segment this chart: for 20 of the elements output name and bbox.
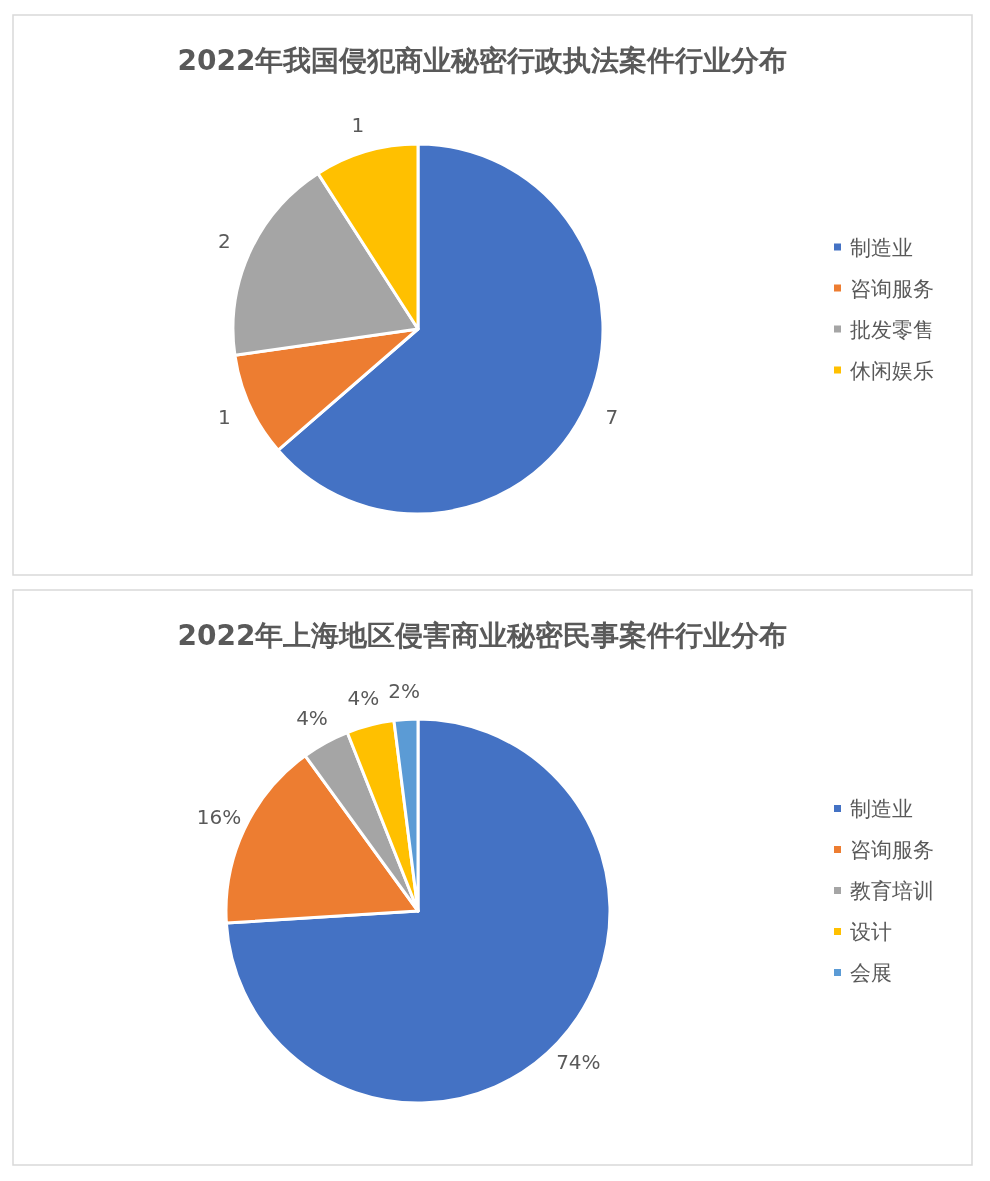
legend-label: 会展: [850, 961, 892, 985]
legend-label: 设计: [850, 920, 892, 944]
legend-label: 制造业: [850, 235, 913, 260]
legend-label: 批发零售: [850, 317, 934, 342]
data-label: 1: [217, 405, 231, 430]
legend-label: 制造业: [850, 797, 913, 821]
data-label: 4%: [296, 706, 328, 731]
data-label: 2%: [388, 679, 421, 704]
chart-title: 2022年我国侵犯商业秘密行政执法案件行业分布: [177, 44, 788, 77]
data-label: 16%: [196, 805, 242, 830]
data-label: 7: [605, 405, 619, 430]
legend-label: 咨询服务: [850, 838, 934, 862]
legend-label: 休闲娱乐: [850, 358, 934, 383]
data-label: 4%: [347, 685, 380, 710]
legend-label: 教育培训: [850, 879, 934, 903]
data-label: 2: [217, 228, 231, 253]
data-label: 74%: [556, 1049, 601, 1074]
chart-title: 2022年上海地区侵害商业秘密民事案件行业分布: [177, 619, 788, 652]
data-label: 1: [351, 112, 365, 137]
legend-label: 咨询服务: [850, 276, 934, 301]
